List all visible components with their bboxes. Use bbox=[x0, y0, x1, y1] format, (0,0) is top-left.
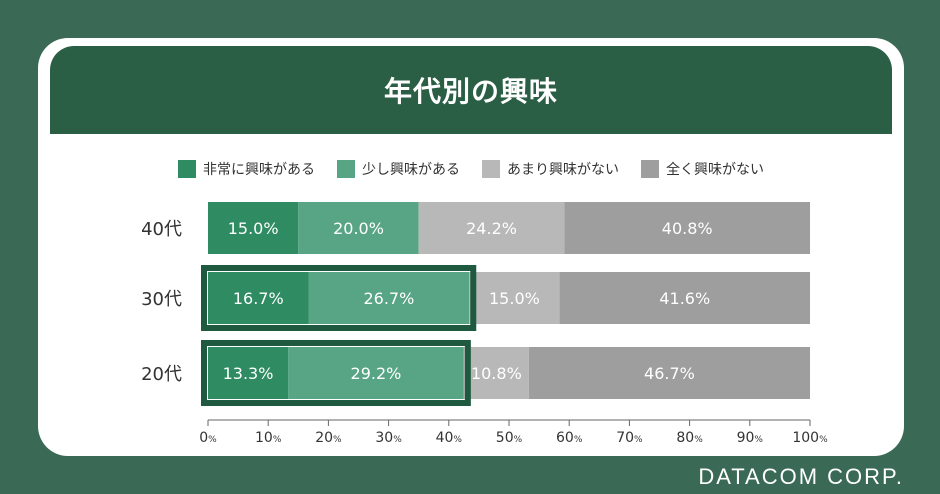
data-label: 15.0% bbox=[489, 289, 540, 308]
data-label: 24.2% bbox=[466, 219, 517, 238]
data-label: 10.8% bbox=[471, 364, 522, 383]
chart-title: 年代別の興味 bbox=[383, 75, 558, 108]
legend-label: 全く興味がない bbox=[666, 162, 764, 178]
data-label: 29.2% bbox=[351, 364, 402, 383]
data-label: 20.0% bbox=[333, 219, 384, 238]
brand-logo-text: DATACOM CORP. bbox=[698, 464, 904, 489]
bar-segment bbox=[463, 347, 529, 399]
highlight-frame bbox=[201, 340, 471, 406]
bar-segment bbox=[528, 347, 810, 399]
bar-segment bbox=[208, 272, 309, 324]
legend-swatch bbox=[337, 160, 355, 178]
bar-segment bbox=[559, 272, 810, 324]
data-label: 26.7% bbox=[363, 289, 414, 308]
legend-item: 非常に興味がある bbox=[178, 159, 315, 179]
legend-swatch bbox=[641, 160, 659, 178]
chart-card: 年代別の興味 非常に興味がある 少し興味がある あまり興味がない 全く興味がない 40… bbox=[38, 38, 904, 456]
legend-label: 非常に興味がある bbox=[203, 162, 315, 178]
legend-swatch bbox=[482, 160, 500, 178]
bar-segment bbox=[418, 202, 565, 254]
legend-label: あまり興味がない bbox=[507, 162, 619, 178]
bar-segment bbox=[564, 202, 810, 254]
data-label: 15.0% bbox=[228, 219, 279, 238]
legend-label: 少し興味がある bbox=[362, 162, 460, 178]
data-label: 46.7% bbox=[644, 364, 695, 383]
bar-segment bbox=[308, 272, 470, 324]
legend-swatch bbox=[178, 160, 196, 178]
x-tick-label: 30% bbox=[375, 430, 402, 446]
x-tick-label: 40% bbox=[436, 430, 463, 446]
x-tick-label: 60% bbox=[556, 430, 583, 446]
bar-segment bbox=[208, 347, 289, 399]
legend-item: 全く興味がない bbox=[641, 159, 764, 179]
x-tick-label: 80% bbox=[676, 430, 703, 446]
category-label: 40代 bbox=[141, 219, 182, 240]
title-band: 年代別の興味 bbox=[50, 46, 892, 134]
category-label: 20代 bbox=[141, 364, 182, 385]
x-tick-label: 50% bbox=[496, 430, 523, 446]
x-tick-label: 100% bbox=[792, 430, 828, 446]
data-label: 16.7% bbox=[233, 289, 284, 308]
x-tick-label: 90% bbox=[737, 430, 764, 446]
legend-item: 少し興味がある bbox=[337, 159, 460, 179]
bar-segment bbox=[208, 202, 299, 254]
bar-segment bbox=[469, 272, 560, 324]
x-tick-label: 10% bbox=[255, 430, 282, 446]
highlight-frame bbox=[201, 265, 477, 331]
bar-segment bbox=[298, 202, 419, 254]
x-tick-label: 0% bbox=[199, 430, 217, 446]
data-label: 13.3% bbox=[223, 364, 274, 383]
category-label: 30代 bbox=[141, 289, 182, 310]
x-tick-label: 20% bbox=[315, 430, 342, 446]
data-label: 41.6% bbox=[659, 289, 710, 308]
x-tick-label: 70% bbox=[616, 430, 643, 446]
chart-plot: 40代 15.0% 20.0% 24.2% 40.8% 30代 16.7% 26.7% 15.0… bbox=[141, 202, 828, 446]
data-label: 40.8% bbox=[662, 219, 713, 238]
legend: 非常に興味がある 少し興味がある あまり興味がない 全く興味がない bbox=[38, 156, 904, 182]
legend-item: あまり興味がない bbox=[482, 159, 619, 179]
bar-segment bbox=[288, 347, 464, 399]
